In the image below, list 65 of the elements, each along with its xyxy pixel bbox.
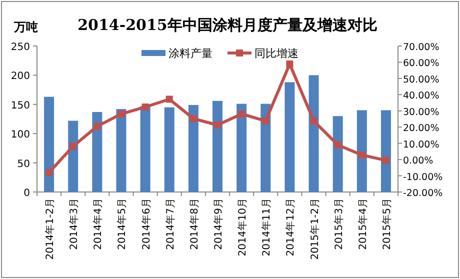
point xyxy=(142,103,149,110)
bar xyxy=(284,82,295,192)
point xyxy=(94,122,101,130)
y-tick-label: 150 xyxy=(10,100,30,112)
x-tick-label: 2014年8月 xyxy=(188,198,200,250)
y2-tick-label: 70.00% xyxy=(403,42,440,53)
y2-tick-label: 40.00% xyxy=(403,90,440,102)
point xyxy=(190,115,197,122)
y2-tick-label: 20.00% xyxy=(403,123,440,134)
y-tick-label: 0 xyxy=(24,188,30,199)
point xyxy=(382,156,390,164)
y2-tick-label: 10.00% xyxy=(403,139,440,150)
x-tick-label: 2014年3月 xyxy=(68,198,80,250)
x-tick-label: 2014年4月 xyxy=(92,198,104,250)
y-axis-title: 万吨 xyxy=(13,20,38,34)
bar xyxy=(92,112,102,192)
point xyxy=(358,152,366,159)
bar xyxy=(332,116,343,192)
bar xyxy=(356,110,367,192)
y2-tick-label: 0.00% xyxy=(403,156,434,167)
bar xyxy=(212,100,222,192)
bar xyxy=(164,107,174,192)
x-tick-label: 2014年11月 xyxy=(260,198,273,256)
bar xyxy=(260,104,271,192)
y2-tick-label: 50.00% xyxy=(403,74,440,86)
bar xyxy=(188,104,198,192)
bar xyxy=(140,106,150,192)
y2-tick-label: -10.00% xyxy=(403,172,443,183)
x-tick-label: 2015年4月 xyxy=(356,198,369,250)
y2-tick-label: -20.00% xyxy=(403,188,443,199)
y2-tick-label: 30.00% xyxy=(403,106,440,118)
bar xyxy=(236,104,247,192)
x-tick-label: 2015年3月 xyxy=(332,198,345,250)
point xyxy=(310,117,318,124)
point xyxy=(238,110,246,118)
point xyxy=(46,169,53,176)
x-tick-label: 2014年5月 xyxy=(116,198,128,250)
x-tick-label: 2015年1-2月 xyxy=(308,198,321,260)
chart-title: 2014-2015年中国涂料月度产量及增速对比 xyxy=(78,16,378,34)
point xyxy=(166,96,173,103)
point xyxy=(214,122,221,128)
point xyxy=(118,110,125,118)
bar xyxy=(308,75,319,192)
point xyxy=(334,141,342,148)
x-tick-label: 2014年1-2月 xyxy=(44,198,56,260)
x-tick-label: 2014年6月 xyxy=(140,198,152,250)
x-tick-label: 2015年5月 xyxy=(380,198,393,250)
bar xyxy=(380,110,391,192)
legend-label: 同比增速 xyxy=(254,47,298,60)
bar xyxy=(68,120,78,192)
x-tick-label: 2014年9月 xyxy=(212,198,224,250)
y-tick-label: 100 xyxy=(10,130,30,141)
x-tick-label: 2014年12月 xyxy=(284,198,297,256)
point xyxy=(70,142,77,150)
x-tick-label: 2014年7月 xyxy=(164,198,176,250)
point xyxy=(262,117,270,124)
y-tick-label: 250 xyxy=(10,42,30,53)
y-tick-label: 200 xyxy=(10,71,30,82)
y2-tick-label: 60.00% xyxy=(403,58,440,70)
legend-label: 涂料产量 xyxy=(168,47,212,60)
point xyxy=(286,60,294,68)
y-tick-label: 50 xyxy=(17,158,30,170)
x-tick-label: 2014年10月 xyxy=(236,198,249,256)
bar xyxy=(44,96,54,192)
bar xyxy=(116,109,126,192)
